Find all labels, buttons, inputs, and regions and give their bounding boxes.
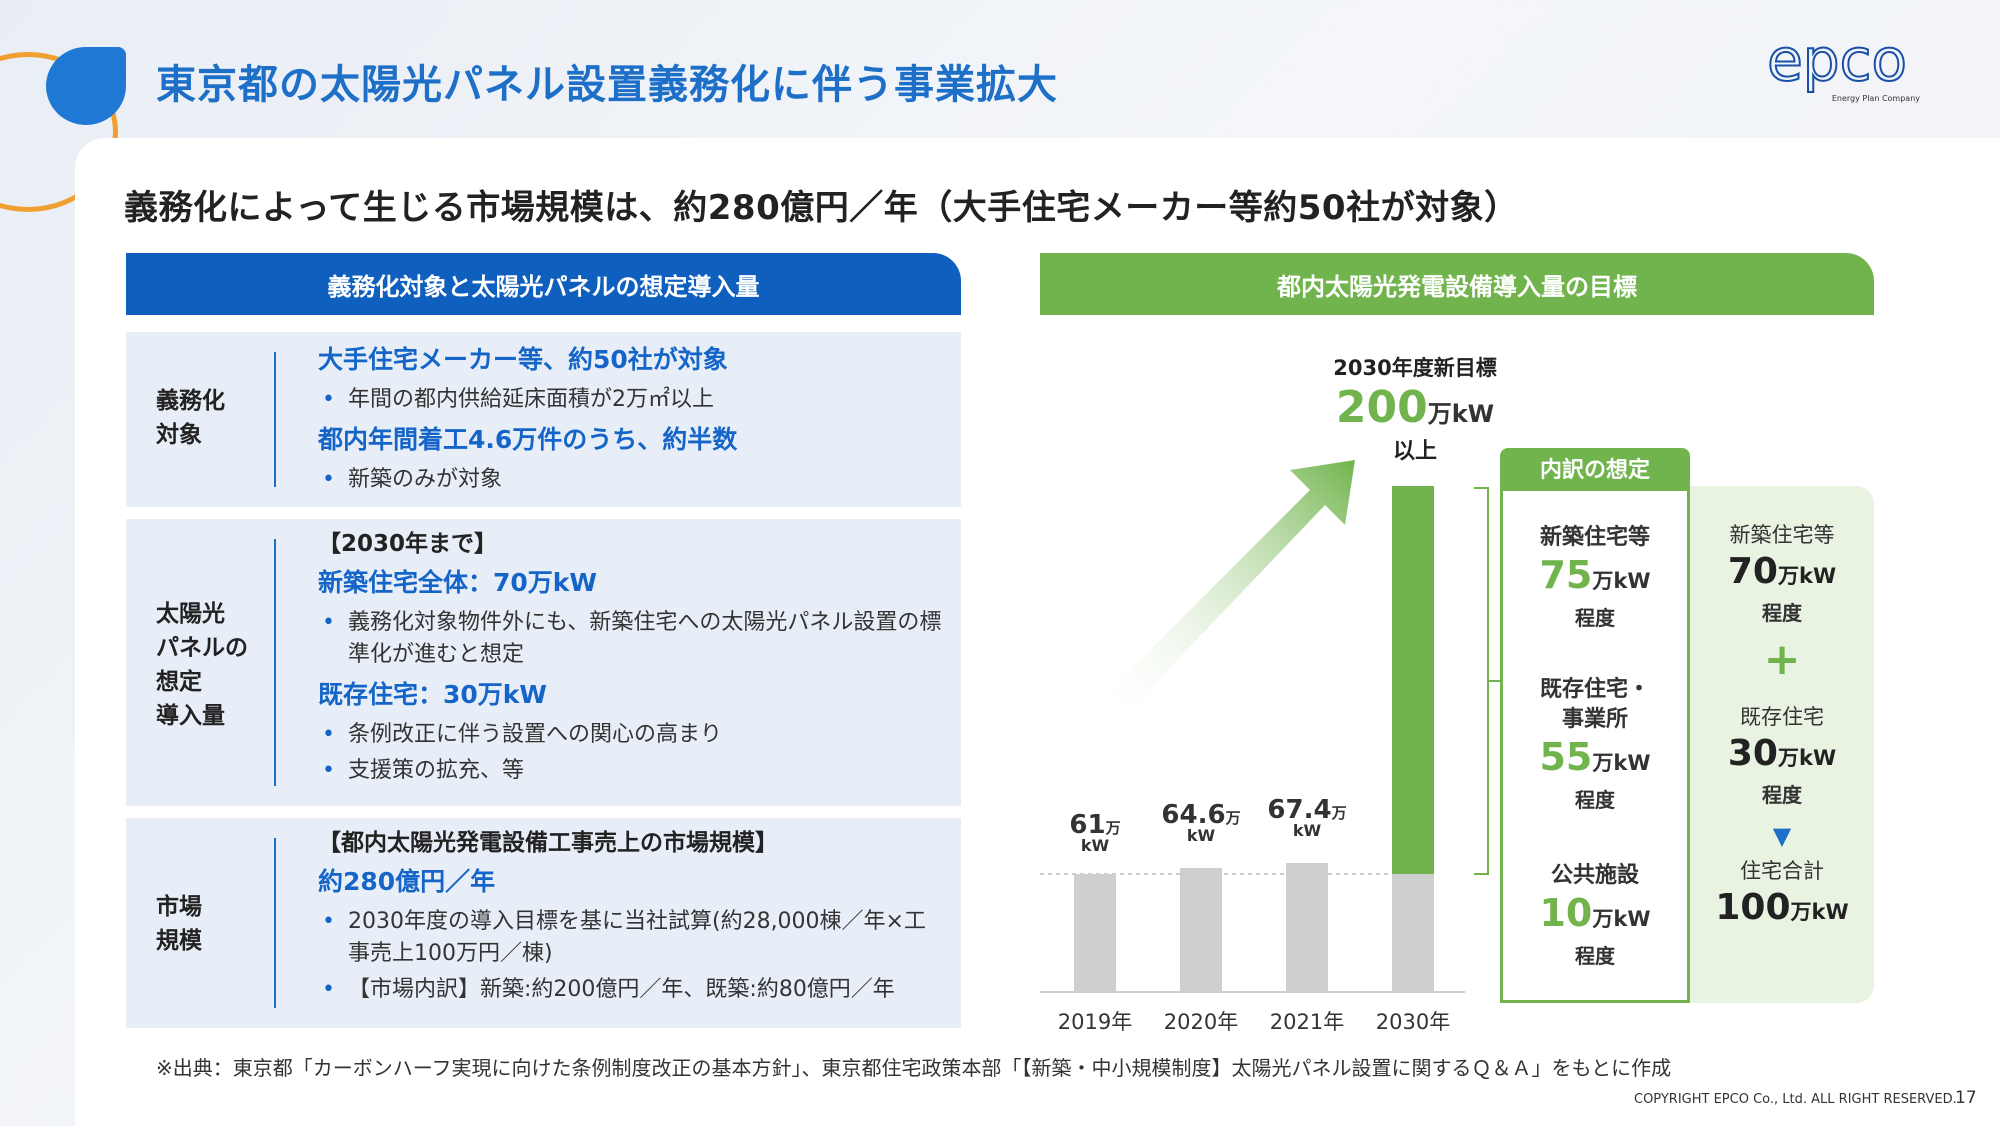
box-label: 義務化 対象 <box>156 388 225 448</box>
housing-summary-box: 新築住宅等 70万kW 程度 + 既存住宅 30万kW 程度 ▼ 住宅合計 10… <box>1690 486 1874 1003</box>
bar-2030-existing <box>1392 874 1434 992</box>
down-arrow-icon: ▼ <box>1772 822 1792 850</box>
bullet: 【市場内訳】新築:約200億円／年、既築:約80億円／年 <box>318 974 943 1006</box>
housing-new: 新築住宅等 70万kW 程度 <box>1727 523 1837 625</box>
period-label: 【2030年まで】 <box>318 531 498 557</box>
page-title: 東京都の太陽光パネル設置義務化に伴う事業拡大 <box>156 62 1058 108</box>
housing-total: 住宅合計 100万kW <box>1715 859 1849 928</box>
new-housing-volume: 新築住宅全体：70万kW <box>318 568 597 597</box>
bullet: 年間の都内供給延床面積が2万㎡以上 <box>318 384 943 416</box>
bullet: 新築のみが対象 <box>318 464 943 496</box>
bar-2020年 <box>1180 868 1222 992</box>
right-section-header: 都内太陽光発電設備導入量の目標 <box>1040 253 1874 315</box>
divider <box>274 539 276 786</box>
year-label: 2019年 <box>1057 1010 1133 1034</box>
housing-existing: 既存住宅 30万kW 程度 <box>1727 705 1837 807</box>
copyright: COPYRIGHT EPCO Co., Ltd. ALL RIGHT RESER… <box>1634 1092 1957 1107</box>
left-section-header: 義務化対象と太陽光パネルの想定導入量 <box>126 253 961 315</box>
target-value: 200万kW <box>1310 382 1520 433</box>
decorative-drop-icon <box>46 47 126 125</box>
breakdown-header: 内訳の想定 <box>1500 448 1690 488</box>
divider <box>274 838 276 1008</box>
slide-subtitle: 義務化によって生じる市場規模は、約280億円／年（大手住宅メーカー等約50社が対… <box>124 188 1519 228</box>
bracket-connector <box>1474 487 1502 875</box>
bullet: 2030年度の導入目標を基に当社試算(約28,000棟／年×工事売上100万円／… <box>318 906 943 970</box>
box-label: 太陽光 パネルの 想定 導入量 <box>156 601 248 729</box>
divider <box>274 352 276 487</box>
breakdown-existing-housing: 既存住宅・ 事業所 55万kW 程度 <box>1539 677 1651 812</box>
box-label: 市場 規模 <box>156 894 202 954</box>
market-value: 約280億円／年 <box>318 867 496 896</box>
bar-value-label: 64.6万 kW <box>1161 800 1241 845</box>
bullet: 条例改正に伴う設置への関心の高まり <box>318 719 943 751</box>
source-note: ※出典：東京都「カーボンハーフ実現に向けた条例制度改正の基本方針」、東京都住宅政… <box>156 1056 1672 1080</box>
breakdown-public-facilities: 公共施設 10万kW 程度 <box>1539 863 1651 968</box>
bar-value-label: 67.4万 kW <box>1267 795 1347 840</box>
page-number: 17 <box>1955 1088 1977 1108</box>
target-unit: 万kW <box>1427 400 1495 428</box>
target-number: 200 <box>1335 382 1428 433</box>
logo-subtext: Energy Plan Company <box>1832 94 1920 103</box>
year-label: 2020年 <box>1163 1010 1239 1034</box>
bar-value-label: 61万 kW <box>1069 810 1121 855</box>
bar-2019年 <box>1074 874 1116 992</box>
logo-text: epco <box>1767 38 1907 94</box>
target-suffix: 以上 <box>1392 439 1437 464</box>
mandate-target-box: 義務化 対象 大手住宅メーカー等、約50社が対象 年間の都内供給延床面積が2万㎡… <box>126 332 961 507</box>
installation-bar-chart <box>1040 460 1465 993</box>
year-label: 2030年 <box>1375 1010 1451 1034</box>
market-size-box: 市場 規模 【都内太陽光発電設備工事売上の市場規模】 約280億円／年 2030… <box>126 818 961 1028</box>
epco-logo: epco Energy Plan Company <box>1766 38 1920 103</box>
solar-panel-volume-box: 太陽光 パネルの 想定 導入量 【2030年まで】 新築住宅全体：70万kW 義… <box>126 519 961 806</box>
target-label: 2030年度新目標 <box>1333 356 1497 380</box>
target-companies: 大手住宅メーカー等、約50社が対象 <box>318 345 728 374</box>
bullet: 支援策の拡充、等 <box>318 755 943 787</box>
year-label: 2021年 <box>1269 1010 1345 1034</box>
breakdown-box: 新築住宅等 75万kW 程度 既存住宅・ 事業所 55万kW 程度 公共施設 1… <box>1500 488 1690 1003</box>
existing-housing-volume: 既存住宅：30万kW <box>318 680 547 709</box>
bar-2030-target <box>1392 486 1434 874</box>
bar-2021年 <box>1286 863 1328 992</box>
market-heading: 【都内太陽光発電設備工事売上の市場規模】 <box>318 830 778 856</box>
breakdown-new-housing: 新築住宅等 75万kW 程度 <box>1539 525 1651 630</box>
growth-arrow <box>1100 460 1355 720</box>
target-share: 都内年間着工4.6万件のうち、約半数 <box>318 425 738 454</box>
plus-sign: + <box>1763 634 1801 685</box>
bullet: 義務化対象物件外にも、新築住宅への太陽光パネル設置の標準化が進むと想定 <box>318 607 943 671</box>
